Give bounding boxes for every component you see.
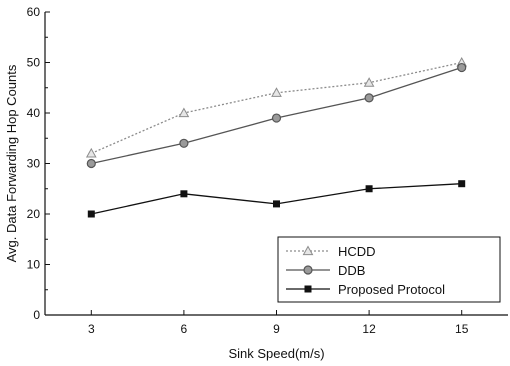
data-point	[363, 77, 375, 87]
data-point	[87, 210, 95, 218]
y-tick-label: 50	[27, 56, 41, 70]
data-point	[271, 113, 282, 123]
series-ddb	[86, 62, 467, 169]
data-point	[86, 158, 96, 169]
data-point	[273, 200, 280, 208]
y-tick-label: 0	[33, 308, 40, 322]
y-tick-label: 30	[27, 157, 41, 171]
legend-entry-label: Proposed Protocol	[338, 282, 445, 297]
data-point	[457, 62, 467, 73]
y-tick-label: 20	[27, 207, 41, 221]
x-tick-label: 3	[88, 322, 95, 336]
legend: HCDD DDB Proposed Protocol	[277, 236, 501, 303]
y-tick-label: 40	[27, 106, 41, 120]
data-point	[180, 190, 188, 198]
y-axis-label: Avg. Data Forwarding Hop Counts	[4, 64, 19, 262]
data-point	[85, 147, 97, 158]
x-tick-label: 9	[273, 322, 280, 336]
series-hcdd	[85, 56, 468, 158]
legend-marker	[303, 265, 313, 275]
y-tick-label: 60	[27, 5, 41, 19]
data-point	[178, 107, 190, 118]
legend-marker	[302, 245, 314, 256]
series-proposed-protocol	[87, 180, 466, 218]
x-tick-label: 15	[455, 322, 469, 336]
x-tick-label: 6	[181, 322, 188, 336]
legend-entry-label: HCDD	[338, 244, 376, 259]
y-tick-label: 10	[27, 258, 41, 272]
x-axis-label: Sink Speed(m/s)	[228, 346, 324, 361]
series-layer	[85, 56, 468, 218]
legend-marker	[304, 285, 312, 293]
data-point	[179, 138, 189, 148]
data-point	[271, 87, 282, 97]
data-point	[364, 93, 374, 103]
data-point	[365, 185, 373, 193]
legend-entry-label: DDB	[338, 263, 365, 278]
ticks: 0 10 20 30 40 50 60 3 6 9 12 15	[27, 5, 469, 336]
x-tick-label: 12	[362, 322, 376, 336]
data-point	[458, 180, 466, 188]
series-line	[91, 61, 462, 154]
series-line	[91, 183, 462, 215]
